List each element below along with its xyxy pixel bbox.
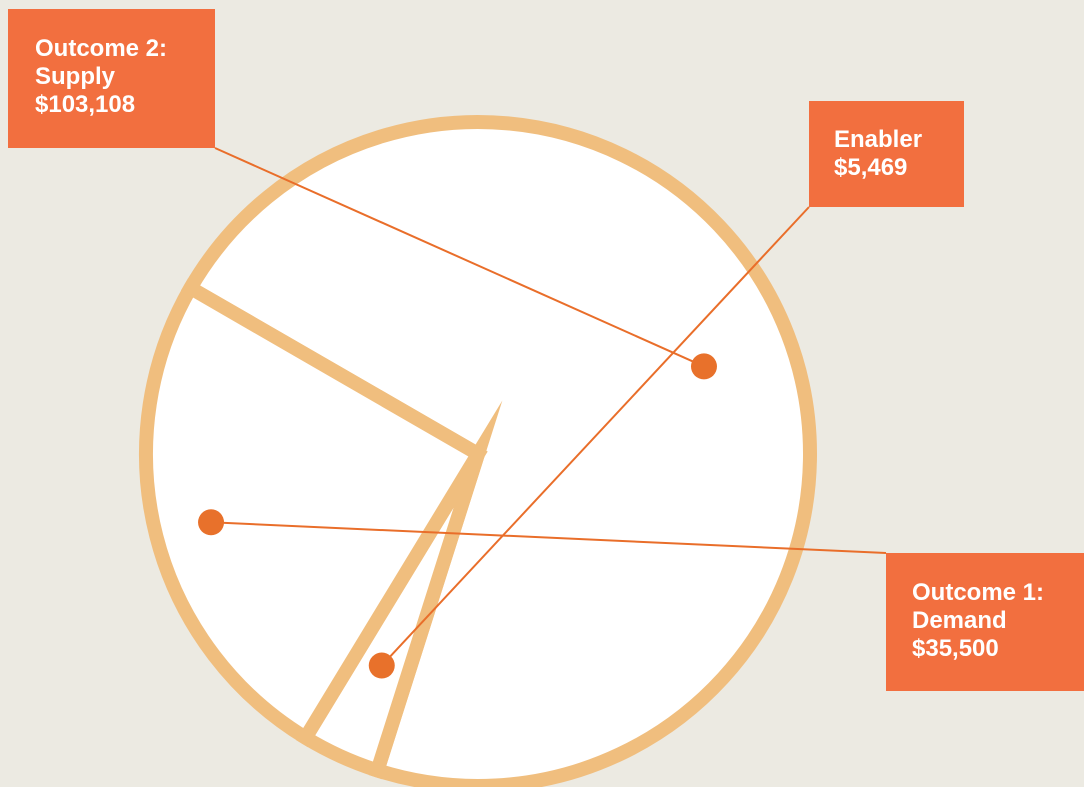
slice-label-demand-value: $35,500 [912, 635, 999, 662]
slice-label-enabler-line-1: Enabler [834, 126, 923, 153]
slice-marker-enabler [368, 652, 395, 679]
slice-label-demand-line-2: Demand [912, 607, 1007, 634]
slice-label-supply-line-2: Supply [35, 63, 116, 90]
leader-line-supply [214, 147, 705, 368]
slice-label-supply-value: $103,108 [35, 91, 136, 118]
pie-slice-demand [139, 278, 488, 748]
slice-marker-supply [690, 353, 717, 380]
leader-line-demand [210, 521, 887, 554]
slice-marker-demand [198, 509, 225, 536]
leader-line-enabler [381, 206, 810, 667]
slice-label-demand: Outcome 1: Demand $35,500 [886, 553, 1084, 691]
slice-label-supply: Outcome 2: Supply $103,108 [8, 9, 215, 148]
slice-label-demand-line-1: Outcome 1: [912, 579, 1045, 606]
slice-label-supply-line-1: Outcome 2: [35, 35, 168, 62]
pie-slice-supply [180, 115, 817, 787]
slice-label-enabler: Enabler $5,469 [809, 101, 964, 207]
slice-label-enabler-value: $5,469 [834, 154, 908, 181]
